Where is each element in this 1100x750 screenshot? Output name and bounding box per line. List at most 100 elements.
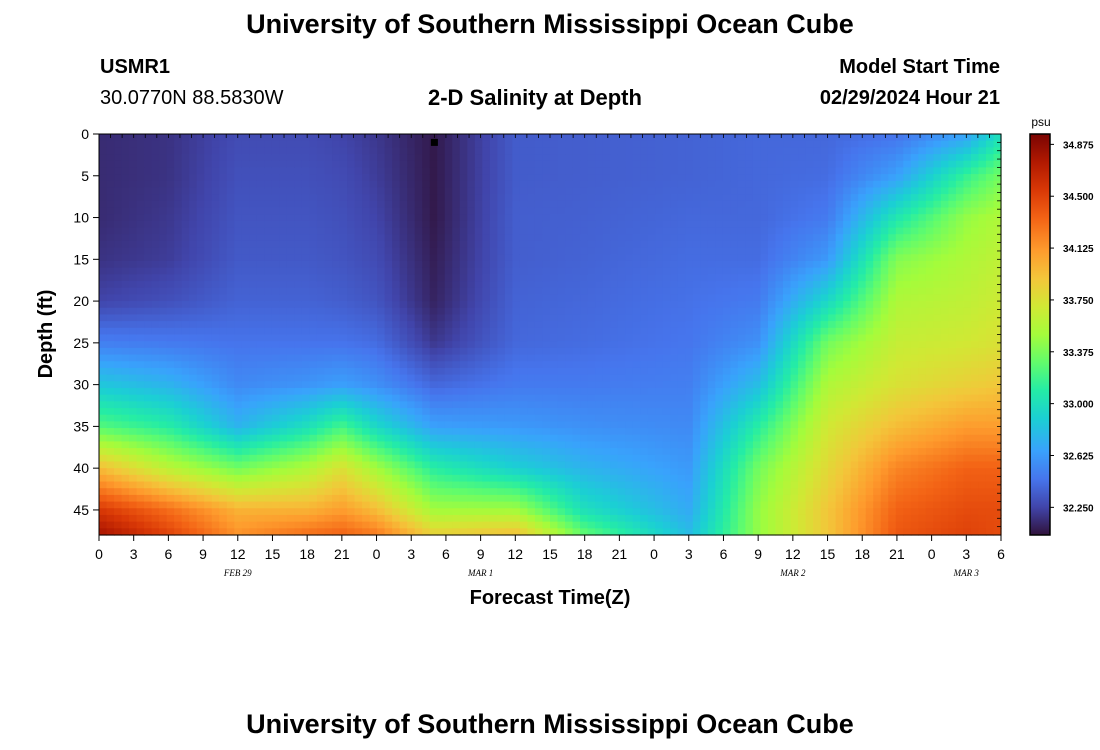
heatmap-cell bbox=[392, 154, 401, 162]
heatmap-cell bbox=[219, 428, 228, 436]
heatmap-cell bbox=[542, 508, 551, 516]
heatmap-cell bbox=[294, 367, 303, 376]
heatmap-cell bbox=[580, 214, 589, 222]
heatmap-cell bbox=[692, 367, 701, 376]
heatmap-cell bbox=[489, 140, 498, 148]
heatmap-cell bbox=[211, 314, 220, 322]
heatmap-cell bbox=[279, 274, 288, 282]
heatmap-cell bbox=[407, 528, 416, 536]
heatmap-cell bbox=[316, 240, 326, 249]
heatmap-cell bbox=[407, 234, 416, 242]
heatmap-cell bbox=[519, 287, 529, 295]
heatmap-cell bbox=[219, 247, 228, 255]
heatmap-cell bbox=[640, 281, 649, 289]
heatmap-cell bbox=[632, 140, 641, 148]
heatmap-cell bbox=[474, 287, 483, 295]
heatmap-cell bbox=[332, 240, 341, 249]
heatmap-cell bbox=[677, 341, 686, 349]
heatmap-cell bbox=[617, 154, 626, 162]
heatmap-cell bbox=[707, 287, 716, 295]
heatmap-cell bbox=[174, 514, 183, 523]
heatmap-cell bbox=[662, 214, 671, 222]
heatmap-cell bbox=[542, 240, 551, 249]
heatmap-cell bbox=[189, 421, 198, 429]
heatmap-cell bbox=[316, 187, 326, 195]
heatmap-cell bbox=[392, 508, 401, 516]
heatmap-cell bbox=[557, 174, 566, 182]
heatmap-cell bbox=[99, 481, 108, 489]
heatmap-cell bbox=[474, 260, 483, 269]
heatmap-cell bbox=[557, 421, 566, 429]
heatmap-cell bbox=[226, 234, 235, 242]
heatmap-cell bbox=[377, 361, 386, 369]
heatmap-cell bbox=[602, 474, 611, 483]
heatmap-cell bbox=[271, 468, 280, 476]
heatmap-cell bbox=[347, 488, 356, 496]
heatmap-cell bbox=[474, 134, 483, 142]
heatmap-cell bbox=[347, 408, 356, 416]
heatmap-cell bbox=[677, 240, 686, 249]
heatmap-cell bbox=[595, 454, 604, 463]
heatmap-cell bbox=[632, 260, 641, 269]
heatmap-cell bbox=[542, 194, 551, 202]
heatmap-cell bbox=[316, 287, 326, 295]
heatmap-cell bbox=[610, 428, 619, 436]
heatmap-cell bbox=[707, 247, 716, 255]
heatmap-cell bbox=[542, 354, 551, 362]
heatmap-cell bbox=[392, 448, 401, 456]
heatmap-cell bbox=[550, 180, 559, 189]
heatmap-cell bbox=[249, 167, 258, 175]
heatmap-cell bbox=[106, 481, 115, 489]
heatmap-cell bbox=[685, 301, 694, 309]
heatmap-cell bbox=[655, 508, 664, 516]
heatmap-cell bbox=[174, 454, 183, 463]
heatmap-cell bbox=[196, 441, 205, 449]
heatmap-cell bbox=[99, 461, 108, 469]
heatmap-cell bbox=[512, 180, 521, 189]
heatmap-cell bbox=[534, 494, 544, 503]
heatmap-cell bbox=[474, 200, 483, 209]
heatmap-cell bbox=[407, 147, 416, 155]
heatmap-cell bbox=[625, 314, 634, 322]
heatmap-cell bbox=[159, 501, 168, 509]
heatmap-cell bbox=[602, 441, 611, 449]
heatmap-cell bbox=[264, 501, 273, 509]
heatmap-cell bbox=[234, 240, 243, 249]
heatmap-cell bbox=[504, 488, 514, 496]
heatmap-cell bbox=[129, 327, 138, 336]
heatmap-cell bbox=[407, 160, 416, 169]
heatmap-cell bbox=[189, 167, 198, 175]
heatmap-cell bbox=[467, 528, 476, 536]
salinity-heatmap bbox=[99, 134, 1002, 536]
heatmap-cell bbox=[256, 274, 265, 282]
heatmap-cell bbox=[181, 220, 190, 229]
heatmap-cell bbox=[377, 220, 386, 229]
heatmap-cell bbox=[527, 468, 536, 476]
heatmap-cell bbox=[602, 347, 611, 356]
heatmap-cell bbox=[640, 367, 649, 376]
heatmap-cell bbox=[707, 267, 716, 275]
heatmap-cell bbox=[670, 327, 679, 336]
heatmap-cell bbox=[482, 454, 491, 463]
heatmap-cell bbox=[377, 381, 386, 389]
heatmap-cell bbox=[512, 347, 521, 356]
heatmap-cell bbox=[234, 488, 243, 496]
heatmap-cell bbox=[625, 254, 634, 262]
heatmap-cell bbox=[286, 267, 296, 275]
heatmap-cell bbox=[136, 488, 145, 496]
heatmap-cell bbox=[166, 381, 175, 389]
heatmap-cell bbox=[685, 354, 694, 362]
heatmap-cell bbox=[114, 207, 123, 215]
heatmap-cell bbox=[332, 307, 341, 316]
heatmap-cell bbox=[114, 387, 123, 396]
heatmap-cell bbox=[377, 514, 386, 523]
heatmap-cell bbox=[271, 421, 280, 429]
heatmap-cell bbox=[264, 240, 273, 249]
heatmap-cell bbox=[106, 414, 115, 422]
heatmap-cell bbox=[347, 374, 356, 382]
heatmap-cell bbox=[422, 474, 431, 483]
heatmap-cell bbox=[189, 468, 198, 476]
heatmap-cell bbox=[196, 408, 205, 416]
heatmap-cell bbox=[369, 421, 378, 429]
heatmap-cell bbox=[437, 140, 446, 148]
